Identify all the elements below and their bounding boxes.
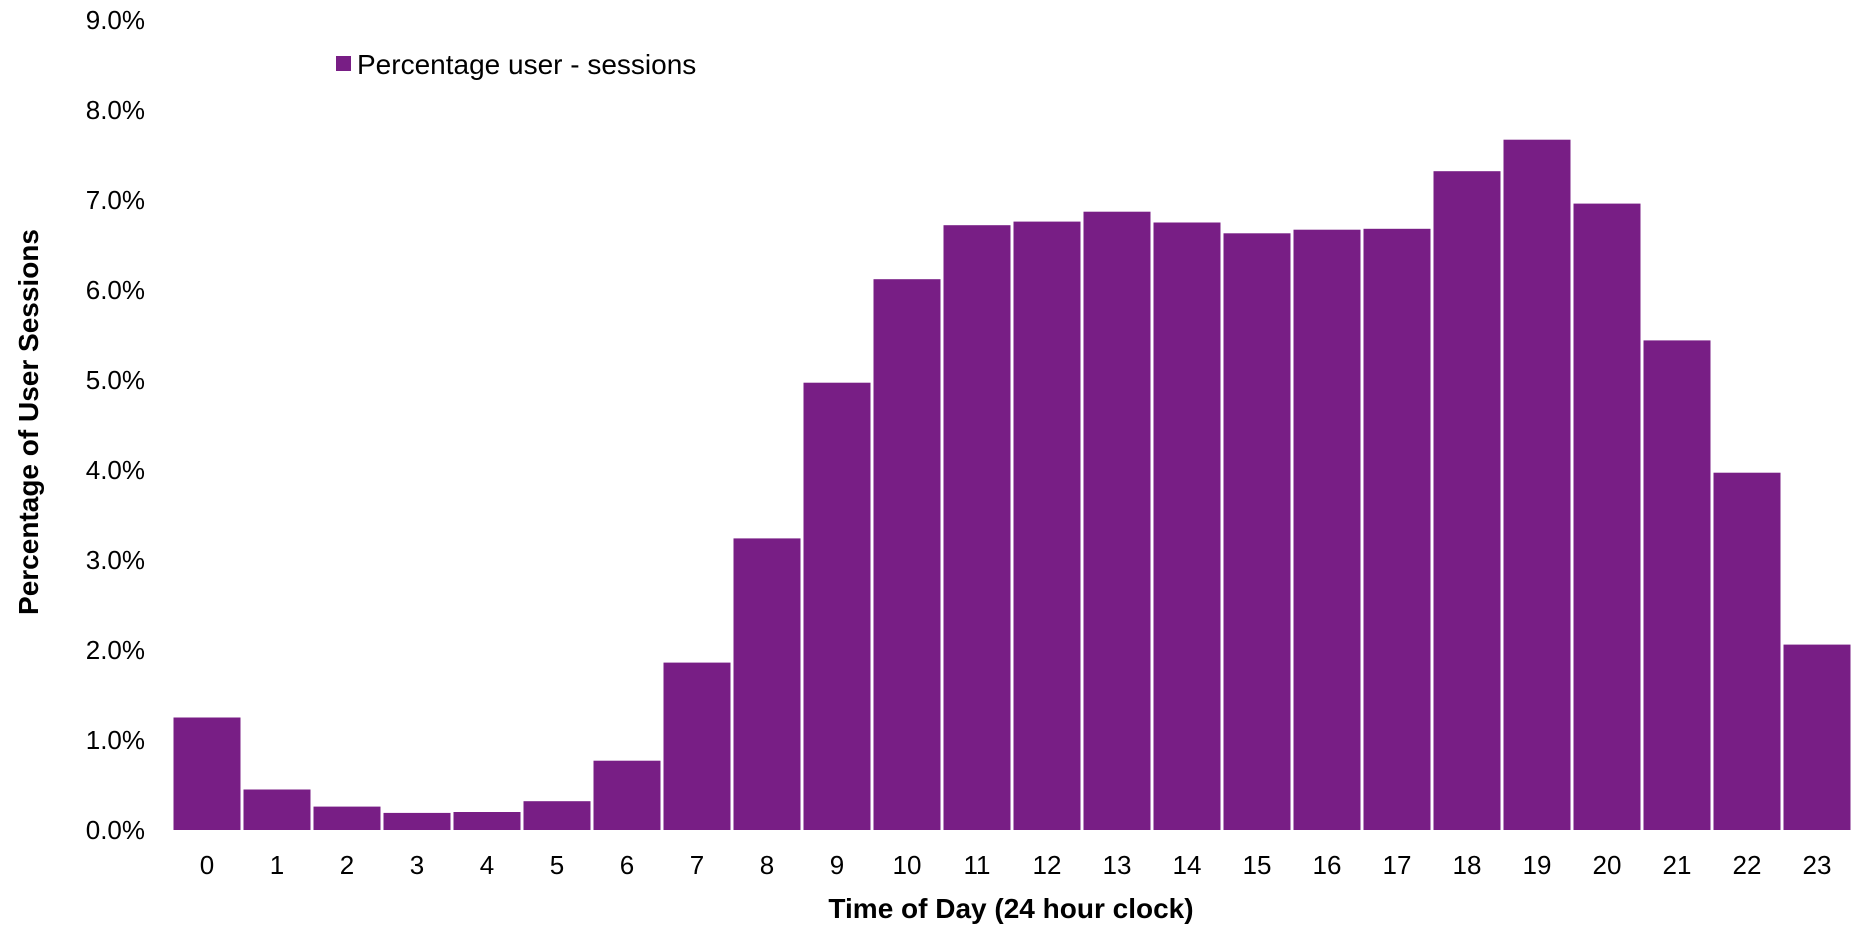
bar bbox=[1293, 229, 1361, 830]
y-tick-label: 1.0% bbox=[86, 725, 145, 755]
bar bbox=[1713, 472, 1781, 830]
x-tick-label: 9 bbox=[830, 850, 844, 880]
bar bbox=[663, 662, 731, 830]
y-tick-label: 0.0% bbox=[86, 815, 145, 845]
x-tick-label: 5 bbox=[550, 850, 564, 880]
x-tick-label: 18 bbox=[1453, 850, 1482, 880]
bar bbox=[173, 717, 241, 830]
bar bbox=[243, 789, 311, 830]
y-tick-label: 8.0% bbox=[86, 95, 145, 125]
x-tick-label: 19 bbox=[1523, 850, 1552, 880]
bar bbox=[803, 382, 871, 830]
bar bbox=[1783, 644, 1851, 830]
x-axis-title: Time of Day (24 hour clock) bbox=[828, 893, 1193, 924]
x-tick-label: 4 bbox=[480, 850, 494, 880]
bar bbox=[943, 225, 1011, 830]
bar bbox=[873, 279, 941, 830]
bar bbox=[1573, 203, 1641, 831]
x-tick-label: 17 bbox=[1383, 850, 1412, 880]
y-axis-ticks: 0.0% 1.0% 2.0% 3.0% 4.0% 5.0% 6.0% 7.0% 8.0% 9.0% bbox=[86, 5, 145, 845]
x-axis-ticks: 0 1 2 3 4 5 6 7 8 9 10 11 12 13 14 15 16 17 18 19 20 21 22 23 bbox=[200, 850, 1832, 880]
y-tick-label: 5.0% bbox=[86, 365, 145, 395]
y-tick-label: 2.0% bbox=[86, 635, 145, 665]
x-tick-label: 14 bbox=[1173, 850, 1202, 880]
bar bbox=[1503, 139, 1571, 830]
bar bbox=[1083, 211, 1151, 830]
x-tick-label: 3 bbox=[410, 850, 424, 880]
bar bbox=[593, 760, 661, 830]
bar bbox=[1013, 221, 1081, 831]
x-tick-label: 10 bbox=[893, 850, 922, 880]
bar bbox=[313, 806, 381, 830]
x-tick-label: 11 bbox=[964, 850, 991, 880]
x-tick-label: 0 bbox=[200, 850, 214, 880]
x-tick-label: 7 bbox=[690, 850, 704, 880]
y-tick-label: 4.0% bbox=[86, 455, 145, 485]
x-tick-label: 16 bbox=[1313, 850, 1342, 880]
x-tick-label: 23 bbox=[1803, 850, 1832, 880]
legend-swatch bbox=[336, 56, 351, 71]
x-tick-label: 15 bbox=[1243, 850, 1272, 880]
bar bbox=[383, 812, 451, 830]
y-tick-label: 9.0% bbox=[86, 5, 145, 35]
x-tick-label: 6 bbox=[620, 850, 634, 880]
y-tick-label: 7.0% bbox=[86, 185, 145, 215]
bar bbox=[1363, 228, 1431, 831]
bar bbox=[1223, 233, 1291, 831]
y-tick-label: 6.0% bbox=[86, 275, 145, 305]
legend: Percentage user - sessions bbox=[336, 49, 696, 80]
bars-group bbox=[173, 139, 1851, 831]
x-tick-label: 1 bbox=[270, 850, 284, 880]
x-tick-label: 22 bbox=[1733, 850, 1762, 880]
bar bbox=[733, 538, 801, 830]
x-tick-label: 21 bbox=[1663, 850, 1692, 880]
y-tick-label: 3.0% bbox=[86, 545, 145, 575]
bar bbox=[1153, 222, 1221, 830]
bar bbox=[523, 801, 591, 830]
x-tick-label: 8 bbox=[760, 850, 774, 880]
x-tick-label: 2 bbox=[340, 850, 354, 880]
x-tick-label: 13 bbox=[1103, 850, 1132, 880]
bar bbox=[1433, 171, 1501, 830]
x-tick-label: 20 bbox=[1593, 850, 1622, 880]
bar bbox=[453, 812, 521, 830]
y-axis-title: Percentage of User Sessions bbox=[13, 229, 44, 615]
bar bbox=[1643, 340, 1711, 830]
legend-label: Percentage user - sessions bbox=[357, 49, 696, 80]
x-tick-label: 12 bbox=[1033, 850, 1062, 880]
